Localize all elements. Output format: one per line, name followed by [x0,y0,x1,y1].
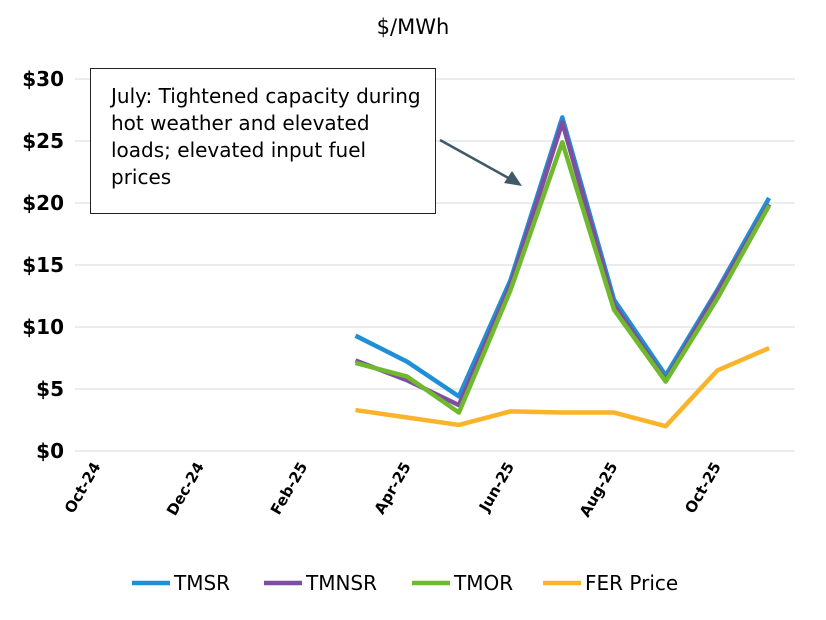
x-tick-label: Aug-25 [576,459,622,520]
x-tick-label: Oct-24 [61,459,105,516]
chart-title: $/MWh [377,15,450,39]
y-tick-label: $0 [36,439,64,463]
annotation-arrow [439,138,522,186]
x-tick-label: Apr-25 [371,459,415,517]
x-tick-label: Oct-25 [681,459,725,516]
legend-item: TMNSR [264,571,377,595]
legend-label: TMSR [173,571,230,595]
legend-item: TMOR [412,571,513,595]
y-tick-label: $5 [36,377,64,401]
y-tick-label: $15 [22,253,64,277]
legend-item: TMSR [132,571,230,595]
annotation-box: July: Tightened capacity during hot weat… [90,68,436,214]
legend-label: TMNSR [305,571,377,595]
x-tick-label: Dec-24 [163,459,208,519]
y-tick-label: $10 [22,315,64,339]
x-tick-label: Jun-25 [475,459,518,516]
y-tick-label: $20 [22,191,64,215]
y-tick-label: $25 [22,129,64,153]
legend-label: TMOR [453,571,513,595]
y-tick-label: $30 [22,67,64,91]
legend-label: FER Price [585,571,678,595]
x-tick-label: Feb-25 [267,459,311,518]
legend-item: FER Price [543,571,678,595]
